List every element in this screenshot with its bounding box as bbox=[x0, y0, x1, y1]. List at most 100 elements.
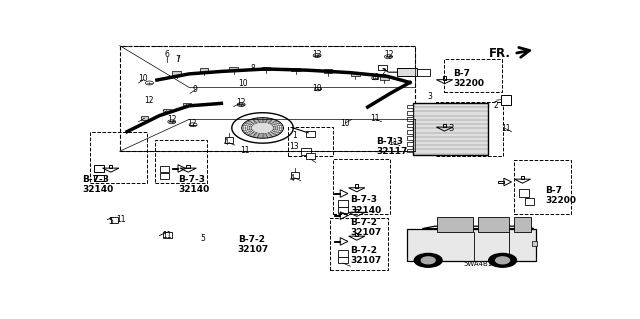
Bar bbox=[408, 111, 413, 115]
Bar bbox=[525, 198, 534, 205]
Text: 12: 12 bbox=[167, 115, 177, 124]
Bar bbox=[408, 136, 413, 140]
Text: 2: 2 bbox=[493, 101, 498, 110]
Circle shape bbox=[489, 254, 516, 267]
Bar bbox=[334, 215, 340, 216]
Bar bbox=[111, 217, 118, 223]
Bar bbox=[355, 233, 358, 236]
Bar bbox=[109, 165, 113, 168]
Text: 6: 6 bbox=[164, 50, 169, 59]
Bar bbox=[444, 59, 502, 92]
Bar bbox=[306, 131, 315, 137]
Text: 10: 10 bbox=[312, 84, 322, 93]
Bar bbox=[380, 76, 388, 80]
Bar bbox=[141, 116, 148, 120]
Bar bbox=[163, 109, 171, 113]
Text: B-7-3
32140: B-7-3 32140 bbox=[178, 174, 209, 194]
Bar bbox=[408, 105, 413, 108]
Bar bbox=[514, 160, 571, 214]
Bar bbox=[338, 250, 348, 257]
Bar bbox=[408, 117, 413, 121]
Bar bbox=[338, 206, 348, 213]
Bar bbox=[324, 70, 332, 73]
Bar bbox=[120, 46, 415, 151]
Bar bbox=[330, 218, 388, 271]
Bar bbox=[514, 217, 531, 232]
Text: 11: 11 bbox=[501, 124, 510, 133]
Text: 13: 13 bbox=[289, 142, 299, 151]
Text: 10: 10 bbox=[139, 74, 148, 83]
Bar bbox=[408, 130, 413, 134]
Bar bbox=[94, 165, 104, 172]
Bar bbox=[291, 172, 299, 178]
Bar bbox=[355, 209, 358, 212]
Text: B-7-3
32117: B-7-3 32117 bbox=[376, 137, 408, 156]
Text: 4: 4 bbox=[224, 138, 228, 147]
Text: 9: 9 bbox=[193, 85, 198, 94]
Bar bbox=[334, 241, 340, 242]
Bar bbox=[186, 165, 190, 168]
Bar bbox=[498, 181, 504, 183]
Bar bbox=[156, 140, 207, 183]
Bar bbox=[408, 123, 413, 127]
Bar bbox=[333, 159, 390, 214]
Text: 11: 11 bbox=[162, 231, 172, 240]
Bar bbox=[408, 143, 413, 146]
Text: 12: 12 bbox=[187, 119, 196, 128]
Bar bbox=[301, 148, 310, 155]
Bar bbox=[521, 176, 524, 179]
Circle shape bbox=[414, 254, 442, 267]
Text: 12: 12 bbox=[312, 50, 322, 59]
Text: 5: 5 bbox=[200, 234, 205, 243]
Bar bbox=[306, 153, 315, 159]
Bar bbox=[90, 132, 147, 183]
Text: 3: 3 bbox=[448, 124, 453, 133]
Bar bbox=[378, 65, 387, 70]
Bar bbox=[355, 184, 358, 188]
Text: 12: 12 bbox=[236, 98, 246, 107]
Bar bbox=[532, 241, 538, 246]
Bar bbox=[161, 166, 169, 172]
Text: 11: 11 bbox=[371, 73, 380, 82]
Text: 4: 4 bbox=[290, 174, 295, 183]
Text: 11: 11 bbox=[371, 114, 380, 123]
Bar bbox=[288, 127, 333, 156]
Text: 11: 11 bbox=[240, 145, 250, 154]
Text: B-7
32200: B-7 32200 bbox=[453, 69, 484, 88]
Bar bbox=[436, 102, 503, 156]
Polygon shape bbox=[422, 226, 534, 229]
Bar bbox=[229, 67, 238, 71]
Bar bbox=[437, 217, 473, 232]
Bar bbox=[163, 232, 172, 239]
Text: 3: 3 bbox=[428, 92, 432, 100]
Bar bbox=[443, 124, 446, 127]
Bar bbox=[172, 71, 181, 75]
Text: 10: 10 bbox=[340, 119, 350, 128]
Bar bbox=[519, 189, 529, 197]
Text: 8: 8 bbox=[250, 64, 255, 73]
Bar bbox=[172, 168, 178, 169]
Text: B-7-2
32107: B-7-2 32107 bbox=[237, 235, 269, 254]
Text: B-7-3
32140: B-7-3 32140 bbox=[83, 174, 114, 194]
Text: 5WA4B1340A: 5WA4B1340A bbox=[463, 261, 511, 267]
Bar bbox=[161, 173, 169, 179]
Text: B-7
32200: B-7 32200 bbox=[545, 186, 576, 205]
Circle shape bbox=[421, 257, 435, 264]
Text: 11: 11 bbox=[388, 138, 397, 147]
Bar bbox=[291, 68, 300, 71]
Circle shape bbox=[253, 123, 273, 133]
Text: FR.: FR. bbox=[488, 47, 511, 60]
Text: 5: 5 bbox=[109, 217, 114, 226]
Bar bbox=[200, 68, 209, 72]
Text: 1: 1 bbox=[292, 131, 297, 140]
Bar bbox=[262, 67, 271, 70]
Text: B-7-2
32107: B-7-2 32107 bbox=[350, 218, 381, 237]
Bar bbox=[94, 174, 104, 181]
Bar bbox=[408, 229, 536, 261]
Bar bbox=[338, 257, 348, 263]
Bar bbox=[408, 149, 413, 152]
Bar bbox=[500, 95, 511, 105]
Text: B-7-3
32140: B-7-3 32140 bbox=[350, 196, 381, 215]
Bar bbox=[182, 103, 191, 106]
Text: 12: 12 bbox=[145, 96, 154, 105]
